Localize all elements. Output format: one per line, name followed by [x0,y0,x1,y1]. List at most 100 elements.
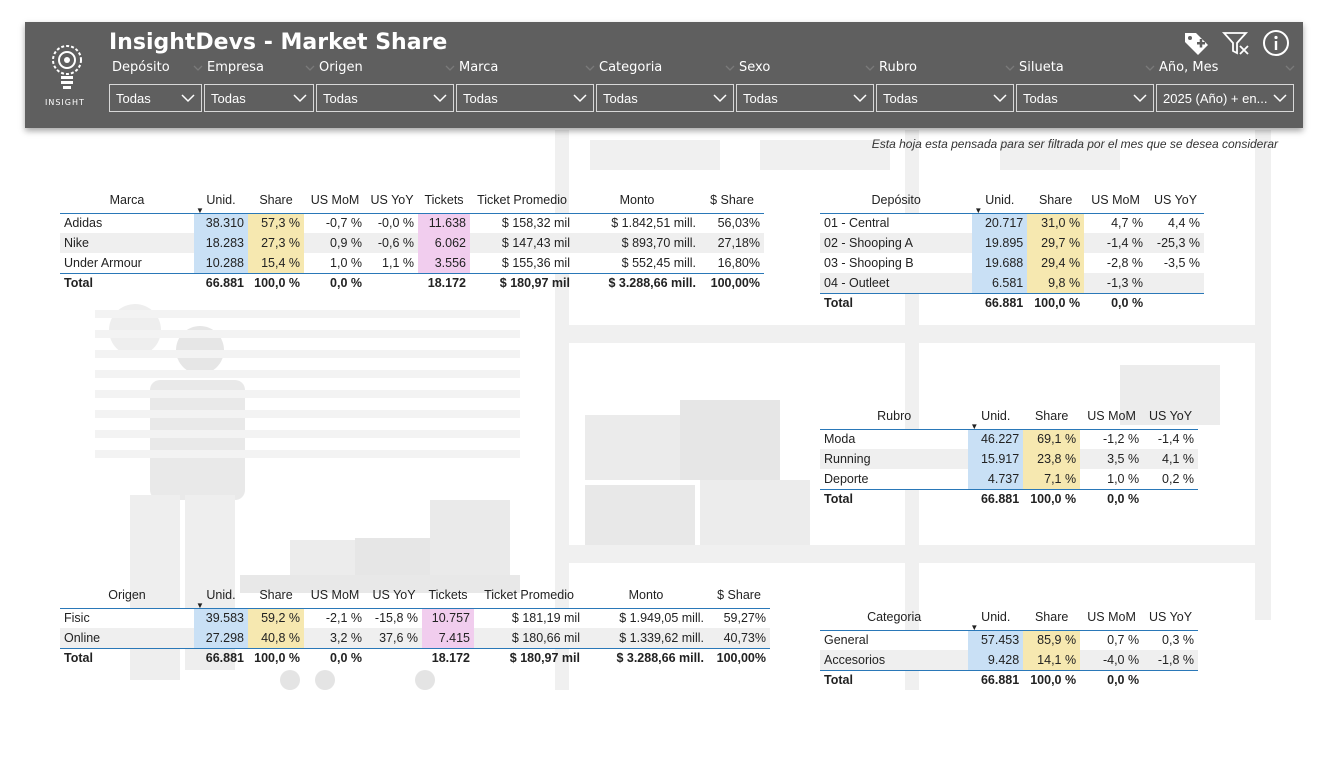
table-cell: 23,8 % [1023,449,1081,469]
table-row[interactable]: 04 - Outleet 6.581 9,8 % -1,3 % [820,273,1204,293]
slicer-value: Todas [211,90,246,106]
chevron-down-icon[interactable] [853,92,867,104]
slicer-dropdown[interactable]: Todas [876,84,1014,112]
origen-col-header[interactable]: US YoY [366,582,422,609]
deposito-col-header[interactable]: US YoY [1147,187,1204,214]
marca-col-header[interactable]: Tickets [418,187,470,214]
marca-col-header[interactable]: Monto [574,187,700,214]
table-row[interactable]: Fisic 39.583 59,2 % -2,1 % -15,8 % 10.757 $ 18… [60,608,770,628]
marca-col-header[interactable]: $ Share [700,187,764,214]
categoria-col-header[interactable]: Categoria [820,604,969,631]
chevron-down-icon[interactable] [1273,92,1287,104]
slicer-value: Todas [323,90,358,106]
categoria-col-header[interactable]: US YoY [1143,604,1198,631]
chevron-down-icon[interactable] [181,92,195,104]
deposito-table: Depósito Unid. ▼ Share US MoM US YoY 01 - Cen… [820,187,1204,313]
table-cell: 16,80% [700,253,764,273]
total-cell: Total [820,488,969,509]
slicer-dropdown[interactable]: Todas [204,84,314,112]
table-row[interactable]: Accesorios 9.428 14,1 % -4,0 % -1,8 % [820,650,1198,670]
tag-plus-icon[interactable] [1181,28,1211,58]
deposito-col-header[interactable]: US MoM [1084,187,1148,214]
rubro-col-header[interactable]: Rubro [820,403,969,430]
total-cell: 66.881 [972,292,1028,313]
table-cell: -1,2 % [1080,429,1144,449]
info-icon[interactable] [1261,28,1291,58]
slicer-dropdown[interactable]: Todas [456,84,594,112]
total-cell: 18.172 [418,272,470,293]
rubro-col-header[interactable]: US MoM [1080,403,1144,430]
chevron-down-icon [725,65,735,71]
table-cell: 56,03% [700,213,764,233]
table-row[interactable]: 01 - Central 20.717 31,0 % 4,7 % 4,4 % [820,213,1204,233]
table-cell: 15.917 [968,449,1024,469]
table-cell: 40,73% [708,628,770,648]
slicer-value: Todas [883,90,918,106]
origen-col-header[interactable]: US MoM [304,582,366,609]
marca-col-header[interactable]: Share [248,187,304,214]
categoria-col-header[interactable]: US MoM [1080,604,1144,631]
marca-col-header[interactable]: Marca [60,187,194,214]
rubro-col-header[interactable]: Unid. ▼ [968,403,1024,431]
slicer-dropdown[interactable]: Todas [109,84,202,112]
table-cell: 4,1 % [1143,449,1198,469]
table-cell: 7,1 % [1023,469,1081,489]
chevron-down-icon[interactable] [293,92,307,104]
slicer-dropdown[interactable]: Todas [1016,84,1154,112]
table-cell: 59,27% [708,608,770,628]
table-row[interactable]: 03 - Shooping B 19.688 29,4 % -2,8 % -3,5 % [820,253,1204,273]
chevron-down-icon[interactable] [433,92,447,104]
chevron-down-icon[interactable] [573,92,587,104]
table-row[interactable]: General 57.453 85,9 % 0,7 % 0,3 % [820,630,1198,650]
categoria-col-header[interactable]: Unid. ▼ [968,604,1024,632]
table-cell: 85,9 % [1023,630,1081,650]
total-cell: 0,0 % [1080,488,1144,509]
table-row[interactable]: Adidas 38.310 57,3 % -0,7 % -0,0 % 11.638 $ 15… [60,213,764,233]
origen-col-header[interactable]: Unid. ▼ [194,582,248,610]
deposito-col-header[interactable]: Unid. ▼ [972,187,1028,215]
slicer-dropdown[interactable]: Todas [596,84,734,112]
rubro-table: Rubro Unid. ▼ Share US MoM US YoY Moda 46.227 6… [820,403,1198,509]
deposito-col-header[interactable]: Share [1027,187,1085,214]
chevron-down-icon[interactable] [993,92,1007,104]
table-cell: 19.688 [972,253,1028,273]
origen-col-header[interactable]: Origen [60,582,194,609]
sort-descending-icon: ▼ [970,421,979,431]
marca-col-header[interactable]: US YoY [366,187,418,214]
deposito-col-header[interactable]: Depósito [820,187,973,214]
slicer-dropdown[interactable]: Todas [316,84,454,112]
table-cell: $ 552,45 mill. [574,253,700,273]
marca-col-header[interactable]: Ticket Promedio [470,187,574,214]
table-cell: 27.298 [194,628,248,648]
total-cell: 100,0 % [248,647,304,668]
table-cell: $ 147,43 mil [470,233,574,253]
table-cell: 02 - Shooping A [820,233,973,253]
table-row[interactable]: Online 27.298 40,8 % 3,2 % 37,6 % 7.415 $ 180,… [60,628,770,648]
marca-col-header[interactable]: US MoM [304,187,366,214]
origen-col-header[interactable]: Share [248,582,304,609]
table-cell: 37,6 % [366,628,422,648]
table-row[interactable]: 02 - Shooping A 19.895 29,7 % -1,4 % -25,3 % [820,233,1204,253]
marca-col-header[interactable]: Unid. ▼ [194,187,248,215]
table-row[interactable]: Under Armour 10.288 15,4 % 1,0 % 1,1 % 3.556 $… [60,253,764,273]
origen-col-header[interactable]: Ticket Promedio [474,582,584,609]
origen-col-header[interactable]: $ Share [708,582,770,609]
total-cell: $ 3.288,66 mill. [574,272,700,293]
chevron-down-icon[interactable] [713,92,727,104]
table-row[interactable]: Moda 46.227 69,1 % -1,2 % -1,4 % [820,429,1198,449]
table-row[interactable]: Running 15.917 23,8 % 3,5 % 4,1 % [820,449,1198,469]
table-row[interactable]: Nike 18.283 27,3 % 0,9 % -0,6 % 6.062 $ 147,43… [60,233,764,253]
origen-col-header[interactable]: Monto [584,582,708,609]
categoria-col-header[interactable]: Share [1023,604,1081,631]
slicer-dropdown[interactable]: Todas [736,84,874,112]
clear-filter-icon[interactable] [1221,28,1251,58]
total-cell: 66.881 [968,669,1024,690]
table-cell: 3,2 % [304,628,366,648]
total-cell: 100,0 % [248,272,304,293]
rubro-col-header[interactable]: US YoY [1143,403,1198,430]
table-row[interactable]: Deporte 4.737 7,1 % 1,0 % 0,2 % [820,469,1198,489]
origen-col-header[interactable]: Tickets [422,582,474,609]
slicer-dropdown[interactable]: 2025 (Año) + en... [1156,84,1294,112]
rubro-col-header[interactable]: Share [1023,403,1081,430]
chevron-down-icon[interactable] [1133,92,1147,104]
